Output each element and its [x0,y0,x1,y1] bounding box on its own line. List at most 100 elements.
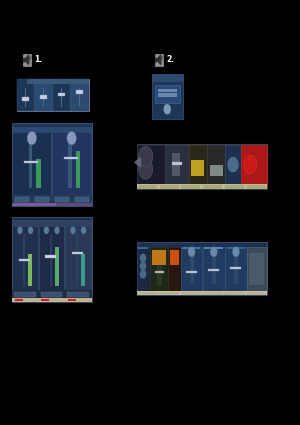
Circle shape [27,131,37,145]
Bar [210,164,223,176]
Text: 2.: 2. [166,55,174,65]
Bar [35,197,50,201]
Bar [52,127,91,203]
Circle shape [81,227,86,234]
Bar [76,91,83,94]
Bar [12,123,92,206]
Bar [22,54,31,66]
Bar [168,246,181,291]
Bar [40,95,47,99]
Bar [53,127,91,133]
Bar [165,144,189,184]
Bar [248,246,267,291]
Bar [202,292,223,295]
Circle shape [67,131,76,145]
Bar [172,162,182,164]
Bar [36,159,40,188]
Bar [45,255,56,258]
Bar [25,88,26,108]
Bar [138,246,148,249]
Bar [136,246,149,291]
Bar [38,220,64,298]
Circle shape [188,246,195,257]
Circle shape [17,227,22,234]
Bar [70,79,88,110]
Bar [52,79,70,110]
Circle shape [140,254,146,263]
Bar [76,150,80,188]
Circle shape [70,227,76,234]
Bar [43,88,44,108]
Bar [79,88,80,108]
Bar [14,292,36,297]
Bar [56,203,92,206]
Bar [13,220,38,227]
Bar [136,242,267,295]
Bar [66,220,91,227]
Bar [182,246,200,249]
Bar [204,246,223,249]
Bar [155,271,164,273]
Bar [225,144,241,184]
Bar [203,246,225,291]
Circle shape [228,157,238,172]
Circle shape [164,104,171,115]
Bar [23,234,25,286]
Bar [157,266,162,286]
Bar [15,299,22,301]
Polygon shape [26,55,29,65]
Bar [155,85,180,103]
Circle shape [139,159,153,179]
Bar [55,197,69,201]
Bar [65,220,91,298]
Bar [39,220,64,227]
Bar [13,127,51,133]
Bar [41,292,62,297]
Bar [212,255,216,284]
Bar [76,234,78,286]
Bar [136,291,267,295]
Bar [249,253,264,285]
Bar [137,292,158,295]
Bar [28,254,32,286]
Bar [12,195,92,203]
Bar [152,74,183,119]
Bar [203,184,222,189]
Text: 1.: 1. [34,55,42,65]
Bar [68,142,72,188]
Bar [150,246,168,291]
Bar [170,250,179,264]
Circle shape [244,156,256,174]
Polygon shape [135,158,140,167]
Bar [138,184,157,189]
Bar [181,292,201,295]
Bar [68,299,76,301]
Bar [208,269,219,271]
Bar [230,267,241,269]
Bar [160,184,179,189]
Bar [16,79,88,110]
Bar [68,292,89,297]
Bar [55,247,58,286]
Circle shape [210,246,218,257]
Bar [19,259,30,261]
Bar [172,153,180,176]
Bar [12,127,51,203]
Circle shape [54,227,60,234]
Bar [34,79,52,110]
Bar [16,79,27,85]
Bar [191,160,204,176]
Bar [136,144,267,189]
Bar [241,144,267,184]
Bar [22,97,29,101]
Bar [75,197,89,201]
Bar [64,156,78,159]
Bar [29,142,32,188]
Bar [12,217,92,302]
Bar [58,93,65,96]
Bar [207,144,225,184]
Circle shape [139,146,153,167]
Polygon shape [158,55,161,65]
Bar [186,271,196,273]
Bar [225,246,247,291]
